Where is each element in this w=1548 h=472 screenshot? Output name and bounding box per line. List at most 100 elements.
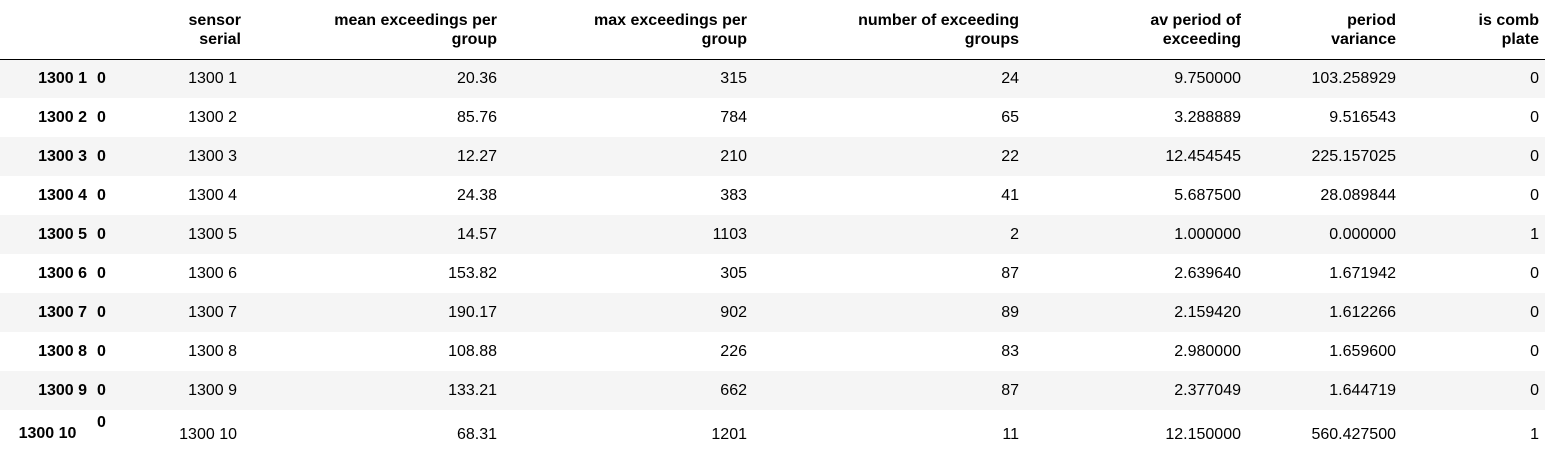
cell-max-exceedings: 662: [720, 382, 747, 399]
cell-mean-exceedings: 20.36: [456, 70, 497, 88]
cell-period-variance: 0.000000: [1329, 226, 1396, 243]
row-index-level: 0: [97, 148, 106, 165]
cell-max-exceedings: 784: [720, 109, 747, 126]
cell-number-exceeding-groups: 65: [1001, 109, 1019, 126]
row-index-sensor: 1300 4: [38, 187, 87, 204]
row-index-sensor: 1300 3: [38, 148, 87, 165]
index-header-blank: [91, 1, 129, 60]
cell-period-variance: 9.516543: [1329, 109, 1396, 126]
index-header-blank: [0, 1, 91, 60]
column-header-number-exceeding-groups: number of exceeding groups: [753, 1, 1025, 60]
cell-period-variance: 1.644719: [1329, 382, 1396, 399]
cell-av-period: 12.150000: [1165, 425, 1241, 443]
cell-av-period: 1.000000: [1174, 226, 1241, 243]
row-index-level: 0: [97, 343, 106, 360]
cell-period-variance: 103.258929: [1311, 70, 1396, 88]
cell-mean-exceedings: 14.57: [456, 226, 497, 243]
table-row: 1300 3 0 1300 3 12.27 210 22 12.454545 2…: [0, 137, 1545, 176]
cell-mean-exceedings: 190.17: [448, 304, 497, 321]
cell-number-exceeding-groups: 24: [1001, 70, 1019, 88]
cell-max-exceedings: 305: [720, 265, 747, 282]
cell-is-comb-plate: 0: [1530, 148, 1539, 165]
cell-max-exceedings: 1103: [712, 226, 747, 243]
cell-mean-exceedings: 85.76: [456, 109, 497, 126]
cell-av-period: 12.454545: [1165, 148, 1241, 165]
row-index-level: 0: [97, 265, 106, 282]
cell-period-variance: 1.659600: [1329, 343, 1396, 360]
row-index-sensor: 1300 7: [38, 304, 87, 321]
cell-av-period: 3.288889: [1174, 109, 1241, 126]
cell-av-period: 2.639640: [1174, 265, 1241, 282]
row-index-level: 0: [97, 109, 106, 126]
cell-mean-exceedings: 133.21: [448, 382, 497, 399]
table-row: 1300 10 0 1300 10 68.31 1201 11 12.15000…: [0, 410, 1545, 458]
table-row: 1300 1 0 1300 1 20.36 315 24 9.750000 10…: [0, 59, 1545, 98]
cell-av-period: 2.159420: [1174, 304, 1241, 321]
row-index-sensor: 1300 8: [38, 343, 87, 360]
cell-sensor-serial: 1300 9: [188, 382, 237, 399]
row-index-sensor: 1300 6: [38, 265, 87, 282]
cell-sensor-serial: 1300 3: [188, 148, 237, 165]
cell-number-exceeding-groups: 83: [1001, 343, 1019, 360]
cell-max-exceedings: 210: [720, 148, 747, 165]
cell-period-variance: 28.089844: [1320, 187, 1396, 204]
column-header-period-variance: period variance: [1247, 1, 1402, 60]
row-index-sensor: 1300 10: [18, 425, 77, 442]
row-index-sensor: 1300 2: [38, 109, 87, 126]
cell-is-comb-plate: 0: [1530, 265, 1539, 282]
table-row: 1300 6 0 1300 6 153.82 305 87 2.639640 1…: [0, 254, 1545, 293]
cell-number-exceeding-groups: 89: [1001, 304, 1019, 321]
cell-is-comb-plate: 0: [1530, 343, 1539, 360]
table-row: 1300 5 0 1300 5 14.57 1103 2 1.000000 0.…: [0, 215, 1545, 254]
cell-mean-exceedings: 24.38: [456, 187, 497, 204]
cell-period-variance: 560.427500: [1311, 425, 1396, 443]
row-index-level: 0: [97, 382, 106, 399]
cell-max-exceedings: 383: [720, 187, 747, 204]
cell-sensor-serial: 1300 2: [188, 109, 237, 126]
cell-sensor-serial: 1300 10: [179, 425, 237, 443]
cell-sensor-serial: 1300 5: [188, 226, 237, 243]
table-row: 1300 8 0 1300 8 108.88 226 83 2.980000 1…: [0, 332, 1545, 371]
cell-sensor-serial: 1300 7: [188, 304, 237, 321]
row-index-level: 0: [97, 187, 106, 204]
cell-mean-exceedings: 68.31: [456, 425, 497, 443]
row-index-level: 0: [97, 414, 106, 431]
table-row: 1300 2 0 1300 2 85.76 784 65 3.288889 9.…: [0, 98, 1545, 137]
table-body: 1300 1 0 1300 1 20.36 315 24 9.750000 10…: [0, 59, 1545, 458]
cell-mean-exceedings: 12.27: [456, 148, 497, 165]
cell-max-exceedings: 902: [720, 304, 747, 321]
row-index-sensor: 1300 1: [38, 70, 87, 88]
cell-number-exceeding-groups: 41: [1001, 187, 1019, 204]
table-row: 1300 4 0 1300 4 24.38 383 41 5.687500 28…: [0, 176, 1545, 215]
row-index-sensor: 1300 5: [38, 226, 87, 243]
cell-is-comb-plate: 0: [1530, 304, 1539, 321]
column-header-max-exceedings: max exceedings per group: [503, 1, 753, 60]
cell-period-variance: 1.671942: [1329, 265, 1396, 282]
column-header-sensor-serial: sensor serial: [129, 1, 247, 60]
cell-av-period: 2.980000: [1174, 343, 1241, 360]
table-row: 1300 9 0 1300 9 133.21 662 87 2.377049 1…: [0, 371, 1545, 410]
dataframe-table: sensor serial mean exceedings per group ma…: [0, 1, 1545, 458]
cell-period-variance: 225.157025: [1311, 148, 1396, 165]
cell-mean-exceedings: 108.88: [448, 343, 497, 360]
cell-is-comb-plate: 0: [1530, 187, 1539, 204]
row-index-level: 0: [97, 70, 106, 88]
row-index-level: 0: [97, 304, 106, 321]
cell-number-exceeding-groups: 87: [1001, 265, 1019, 282]
cell-sensor-serial: 1300 4: [188, 187, 237, 204]
row-index-sensor: 1300 9: [38, 382, 87, 399]
table-header: sensor serial mean exceedings per group ma…: [0, 1, 1545, 60]
table-row: 1300 7 0 1300 7 190.17 902 89 2.159420 1…: [0, 293, 1545, 332]
column-header-mean-exceedings: mean exceedings per group: [247, 1, 503, 60]
row-index-level: 0: [97, 226, 106, 243]
cell-is-comb-plate: 1: [1530, 226, 1539, 243]
cell-number-exceeding-groups: 11: [1002, 425, 1019, 443]
cell-is-comb-plate: 0: [1530, 70, 1539, 88]
cell-av-period: 9.750000: [1174, 70, 1241, 88]
cell-mean-exceedings: 153.82: [448, 265, 497, 282]
cell-number-exceeding-groups: 87: [1001, 382, 1019, 399]
cell-av-period: 2.377049: [1174, 382, 1241, 399]
cell-is-comb-plate: 0: [1530, 382, 1539, 399]
cell-is-comb-plate: 0: [1530, 109, 1539, 126]
